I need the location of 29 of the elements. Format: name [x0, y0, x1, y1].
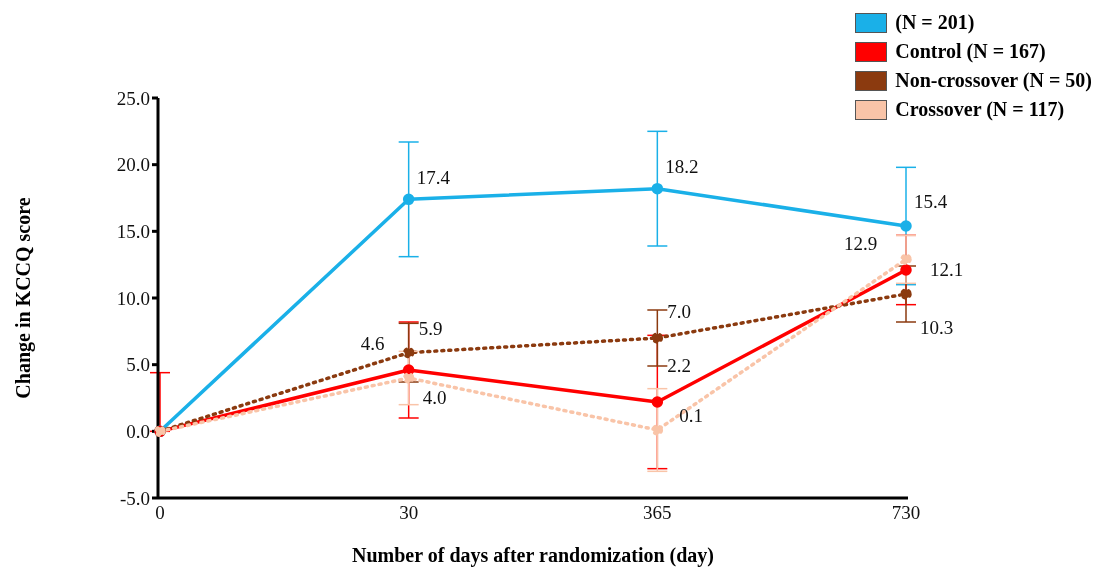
y-tick-label: 0.0 [126, 421, 150, 443]
y-tick-label: 15.0 [116, 221, 150, 243]
data-label: 12.9 [844, 232, 878, 254]
legend-label: (N = 201) [895, 11, 975, 34]
y-tick-label: 25.0 [116, 87, 150, 109]
legend-label: Crossover (N = 117) [895, 98, 1065, 121]
x-axis-title: Number of days after randomization (day) [351, 544, 715, 568]
data-label: 2.2 [667, 355, 692, 377]
y-axis-title: Change in KCCQ score [12, 197, 36, 399]
data-label: 7.0 [667, 301, 692, 323]
data-label: 4.0 [422, 387, 447, 409]
legend-label: Non-crossover (N = 50) [895, 69, 1092, 92]
y-tick-label: 5.0 [126, 354, 150, 376]
y-tick-label: -5.0 [119, 487, 150, 509]
data-label: 17.4 [416, 166, 451, 188]
data-label: 0.1 [679, 405, 704, 427]
data-label: 5.9 [418, 318, 443, 340]
data-label: 18.2 [665, 156, 699, 178]
x-tick-label: 30 [399, 502, 419, 524]
x-tick-label: 0 [155, 502, 165, 524]
y-tick-label: 10.0 [116, 287, 150, 309]
x-tick-label: 365 [643, 502, 672, 524]
data-label: 4.6 [360, 333, 385, 355]
y-tick-label: 20.0 [116, 154, 150, 176]
data-label: 12.1 [930, 259, 964, 281]
x-tick-label: 730 [891, 502, 921, 524]
legend-label: Control (N = 167) [895, 40, 1046, 63]
data-label: 10.3 [920, 317, 954, 339]
data-label: 15.4 [914, 191, 948, 213]
